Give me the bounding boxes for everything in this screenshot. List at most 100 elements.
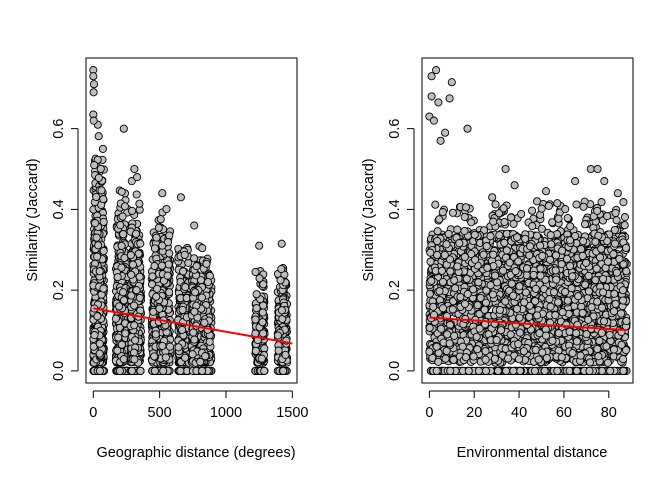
data-point	[188, 350, 197, 359]
data-point	[158, 189, 167, 198]
data-point	[150, 352, 159, 361]
data-point	[119, 124, 128, 133]
data-point	[89, 72, 98, 81]
data-point	[91, 219, 100, 228]
data-point	[117, 263, 126, 272]
data-point	[190, 307, 199, 316]
data-point	[274, 346, 283, 355]
data-point	[165, 288, 174, 297]
data-point	[190, 335, 199, 344]
data-point	[119, 296, 129, 305]
data-point	[260, 366, 269, 375]
data-point	[95, 339, 104, 348]
data-point	[117, 241, 126, 250]
data-point	[130, 301, 139, 310]
data-point	[111, 314, 120, 323]
data-point	[119, 355, 128, 364]
data-point	[118, 212, 127, 221]
data-point	[119, 288, 128, 297]
data-point	[130, 321, 139, 330]
data-point	[203, 277, 213, 287]
data-point	[192, 262, 201, 271]
data-point	[273, 331, 282, 340]
data-point	[277, 264, 286, 274]
data-point	[150, 244, 159, 253]
x-tick-label: 1000	[210, 405, 242, 421]
data-point	[179, 267, 188, 276]
data-point	[113, 346, 122, 355]
data-point	[116, 221, 125, 230]
data-point	[281, 350, 290, 359]
x-tick-label: 0	[89, 405, 97, 421]
data-point	[276, 276, 285, 285]
data-point	[152, 233, 161, 242]
data-point	[128, 260, 137, 269]
data-point	[132, 190, 141, 199]
data-point	[94, 132, 103, 141]
data-point	[130, 164, 139, 174]
data-point	[113, 273, 122, 282]
x-axis-label: Geographic distance (degrees)	[96, 445, 295, 461]
points-layer	[89, 66, 292, 375]
data-point	[277, 306, 286, 315]
data-point	[127, 270, 136, 279]
data-point	[433, 227, 442, 236]
data-point	[92, 233, 101, 242]
data-point	[251, 315, 260, 324]
data-point	[260, 344, 269, 353]
y-tick-label: 0.0	[51, 361, 67, 381]
data-point	[180, 250, 189, 259]
data-point	[176, 366, 185, 375]
data-point	[178, 325, 187, 334]
data-point	[115, 366, 124, 375]
data-point	[255, 274, 264, 283]
data-point	[201, 352, 210, 361]
data-point	[277, 239, 286, 248]
data-point	[131, 336, 140, 345]
data-point	[128, 206, 137, 215]
data-point	[251, 267, 260, 277]
data-point	[257, 354, 266, 363]
data-point	[114, 333, 123, 342]
data-point	[444, 229, 453, 238]
data-point	[92, 192, 101, 201]
data-point	[198, 366, 207, 375]
x-tick-label: 500	[148, 405, 172, 421]
data-point	[158, 341, 167, 350]
data-point	[133, 173, 142, 182]
data-point	[95, 366, 104, 375]
data-point	[135, 199, 144, 208]
data-point	[255, 241, 264, 250]
data-point	[136, 239, 145, 248]
data-point	[279, 366, 288, 375]
y-tick-label: 0.6	[51, 119, 67, 139]
data-point	[163, 271, 172, 280]
data-point	[99, 284, 108, 293]
data-point	[252, 290, 261, 299]
data-point	[90, 331, 99, 340]
data-point	[135, 293, 144, 302]
environmental-distance-panel: 0 20 40 60 800.00.20.40.6 Environmental dist…	[361, 57, 634, 461]
data-point	[431, 200, 440, 209]
data-point	[205, 337, 214, 346]
data-point	[152, 292, 161, 301]
data-point	[89, 116, 98, 125]
data-point	[150, 261, 159, 271]
data-point	[190, 221, 199, 230]
data-point	[153, 284, 162, 293]
data-point	[151, 330, 160, 339]
data-point	[89, 88, 98, 97]
data-point	[99, 246, 108, 256]
data-point	[197, 293, 206, 302]
x-tick-label: 1500	[276, 405, 308, 421]
data-point	[119, 230, 128, 239]
data-point	[89, 80, 99, 89]
data-point	[95, 349, 104, 358]
data-point	[159, 366, 168, 375]
data-point	[165, 249, 174, 258]
data-point	[528, 206, 537, 215]
data-point	[165, 231, 174, 240]
data-point	[93, 252, 102, 261]
